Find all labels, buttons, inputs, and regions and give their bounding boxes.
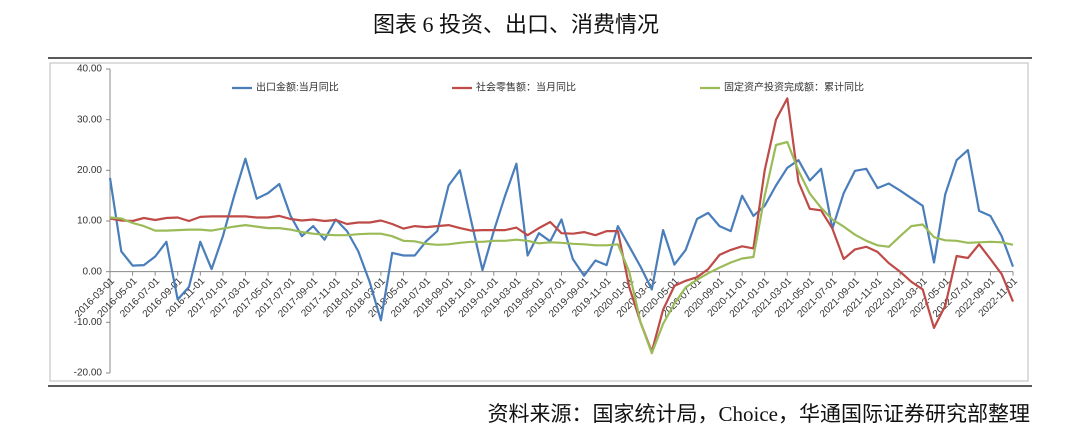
- y-tick-label: 0.00: [83, 266, 103, 277]
- y-tick-label: 40.00: [77, 64, 102, 75]
- legend-label: 社会零售额：当月同比: [476, 81, 576, 94]
- series-line: [109, 140, 1014, 355]
- y-tick-label: 20.00: [77, 165, 102, 176]
- legend-label: 出口金额:当月同比: [256, 81, 339, 94]
- y-tick-label: -10.00: [74, 317, 103, 328]
- legend-label: 固定资产投资完成额：累计同比: [724, 81, 864, 94]
- source-note: 资料来源：国家统计局，Choice，华通国际证券研究部整理: [488, 402, 1030, 426]
- y-tick-label: -20.00: [74, 368, 103, 379]
- y-tick-label: 30.00: [77, 114, 102, 125]
- series-line: [109, 97, 1015, 353]
- series-line: [108, 149, 1015, 322]
- chart-frame: [49, 62, 1029, 382]
- chart-title: 图表 6 投资、出口、消费情况: [373, 12, 659, 37]
- y-tick-label: 10.00: [77, 216, 102, 227]
